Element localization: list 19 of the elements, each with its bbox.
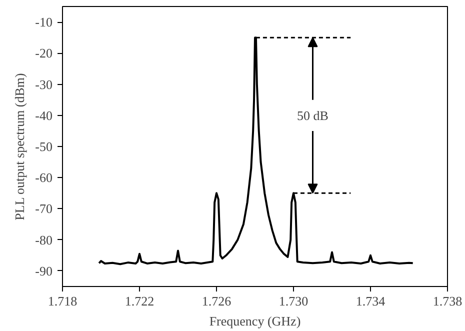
y-tick-label: -80 — [35, 232, 53, 248]
y-tick-label: -40 — [35, 108, 53, 123]
y-tick-label: -70 — [35, 201, 53, 216]
x-tick-label: 1.722 — [124, 294, 154, 308]
x-tick-label: 1.730 — [278, 294, 308, 308]
y-tick-label: -10 — [35, 14, 53, 30]
y-tick-label: -90 — [35, 263, 53, 278]
y-tick-label: -30 — [35, 76, 53, 92]
y-tick-label: -60 — [35, 170, 53, 186]
x-tick-label: 1.734 — [356, 294, 386, 308]
x-axis-title: Frequency (GHz) — [209, 314, 301, 328]
y-tick-label: -50 — [35, 139, 53, 154]
x-tick-label: 1.718 — [48, 294, 78, 308]
line-series — [98, 36, 414, 266]
x-tick-label: 1.726 — [202, 294, 232, 308]
x-tick-label: 1.738 — [432, 294, 462, 308]
y-tick-label: -20 — [35, 46, 53, 61]
annotation: 50 dB — [297, 108, 329, 123]
y-axis-title: PLL output spectrum (dBm) — [12, 73, 28, 220]
